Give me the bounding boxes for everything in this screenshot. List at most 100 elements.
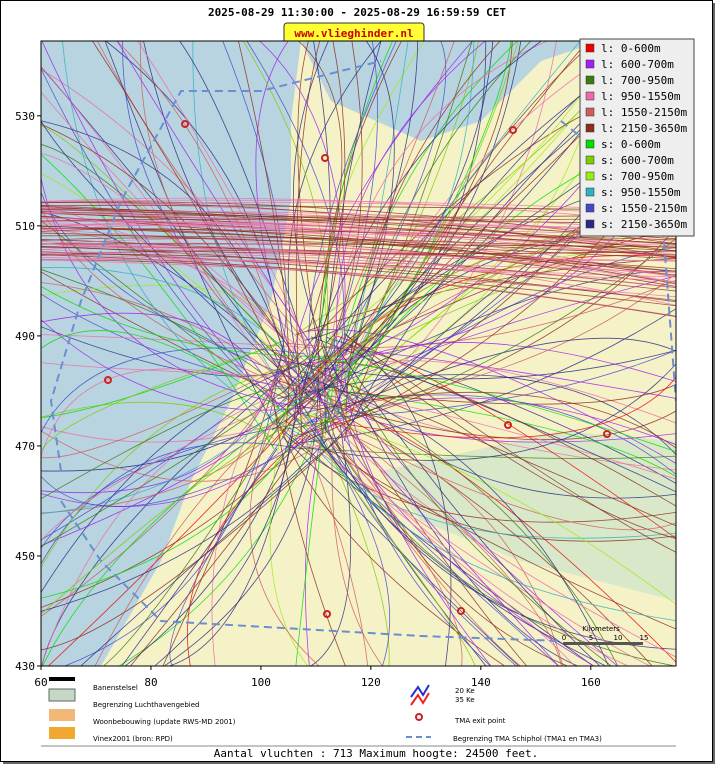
key-label: Begrenzing Luchthavengebied — [93, 701, 200, 709]
flight-track — [41, 228, 676, 285]
flight-track — [276, 380, 676, 663]
flight-track — [41, 355, 330, 593]
website[interactable]: www.vlieghinder.nl — [294, 27, 413, 40]
key-label: Vinex2001 (bron: RPD) — [93, 735, 173, 743]
legend-swatch — [585, 219, 595, 229]
flight-track — [94, 404, 296, 666]
flight-track — [287, 41, 382, 399]
flight-track — [317, 391, 676, 449]
flight-track — [41, 210, 676, 218]
flight-track — [332, 41, 548, 336]
flight-track — [325, 404, 517, 666]
flight-track — [270, 393, 505, 666]
key-label: 35 Ke — [455, 696, 475, 704]
x-tick-label: 80 — [144, 676, 157, 689]
flight-track — [291, 41, 473, 358]
flight-track — [41, 220, 676, 278]
legend-label: l: 600-700m — [601, 58, 674, 71]
legend-swatch — [585, 171, 595, 181]
legend-label: l: 700-950m — [601, 74, 674, 87]
flight-track — [42, 390, 315, 666]
flight-track — [92, 41, 289, 386]
scale-tick: 10 — [614, 634, 623, 642]
legend-swatch — [585, 107, 595, 117]
flight-track — [271, 350, 676, 527]
flight-track — [41, 326, 319, 377]
flight-track — [41, 178, 321, 411]
flight-track — [64, 367, 280, 666]
flight-track — [344, 337, 676, 408]
flight-track — [330, 377, 676, 439]
flight-track — [308, 41, 397, 404]
flight-track — [41, 282, 326, 418]
flight-track — [297, 41, 326, 392]
footer: Aantal vluchten : 713 Maximum hoogte: 24… — [214, 747, 539, 760]
y-tick-label: 450 — [15, 550, 35, 563]
flight-track — [292, 408, 369, 666]
legend-label: s: 0-600m — [601, 138, 661, 151]
flight-track — [41, 442, 304, 565]
flight-track — [41, 237, 676, 287]
flight-track — [130, 433, 311, 666]
y-tick-label: 430 — [15, 660, 35, 673]
flight-track — [41, 41, 299, 422]
flight-track — [41, 225, 676, 276]
flight-track — [169, 426, 291, 666]
flight-track — [41, 201, 676, 238]
flight-track — [41, 204, 347, 436]
flight-track — [308, 329, 676, 464]
flight-track — [104, 41, 274, 424]
flight-track — [310, 336, 676, 493]
flight-track — [310, 356, 676, 453]
key-label: Begrenzing TMA Schiphol (TMA1 en TMA3) — [453, 735, 602, 743]
scale-tick: 15 — [640, 634, 649, 642]
flight-track — [313, 415, 676, 605]
legend-swatch — [585, 91, 595, 101]
flight-track — [41, 222, 676, 232]
flight-track — [344, 333, 452, 666]
legend-swatch — [585, 187, 595, 197]
flight-track — [273, 403, 346, 666]
flight-track — [62, 41, 316, 443]
flight-track — [269, 390, 308, 666]
flight-track — [41, 257, 676, 317]
flight-track — [321, 346, 676, 399]
key-label: Woonbebouwing (update RWS-MD 2001) — [93, 718, 236, 726]
legend-swatch — [585, 75, 595, 85]
flight-track — [41, 216, 676, 249]
flight-track — [187, 438, 302, 666]
axes: 60 80 100 120 140 160 430 450 470 490 510 530 — [15, 110, 601, 689]
flight-track — [121, 448, 278, 666]
flight-track — [259, 41, 346, 415]
legend-label: l: 1550-2150m — [601, 106, 687, 119]
flight-track — [137, 41, 331, 409]
flight-track — [336, 41, 512, 416]
flight-track — [169, 436, 293, 666]
flight-track — [292, 397, 676, 449]
flight-track — [41, 91, 280, 335]
key-label: Banenstelsel — [93, 684, 138, 692]
x-tick-label: 60 — [34, 676, 47, 689]
flight-track — [41, 363, 289, 459]
flight-track — [316, 448, 676, 539]
legend-swatch — [585, 203, 595, 213]
flight-track — [124, 374, 308, 666]
flight-track — [315, 41, 378, 392]
flight-tracks — [41, 41, 676, 666]
flight-track — [41, 434, 308, 608]
flight-track — [274, 347, 559, 666]
legend-label: s: 950-1550m — [601, 186, 681, 199]
legend-swatch — [585, 43, 595, 53]
flight-track — [41, 259, 676, 298]
flight-track — [281, 435, 520, 666]
flight-track — [41, 401, 274, 439]
flight-track — [41, 66, 327, 448]
flight-track — [336, 346, 601, 666]
flight-track — [304, 363, 676, 461]
flight-track — [321, 41, 419, 392]
map-area — [41, 41, 676, 666]
flight-track — [242, 41, 329, 429]
flight-track — [41, 245, 676, 306]
flight-track — [346, 432, 676, 531]
x-tick-label: 120 — [361, 676, 381, 689]
